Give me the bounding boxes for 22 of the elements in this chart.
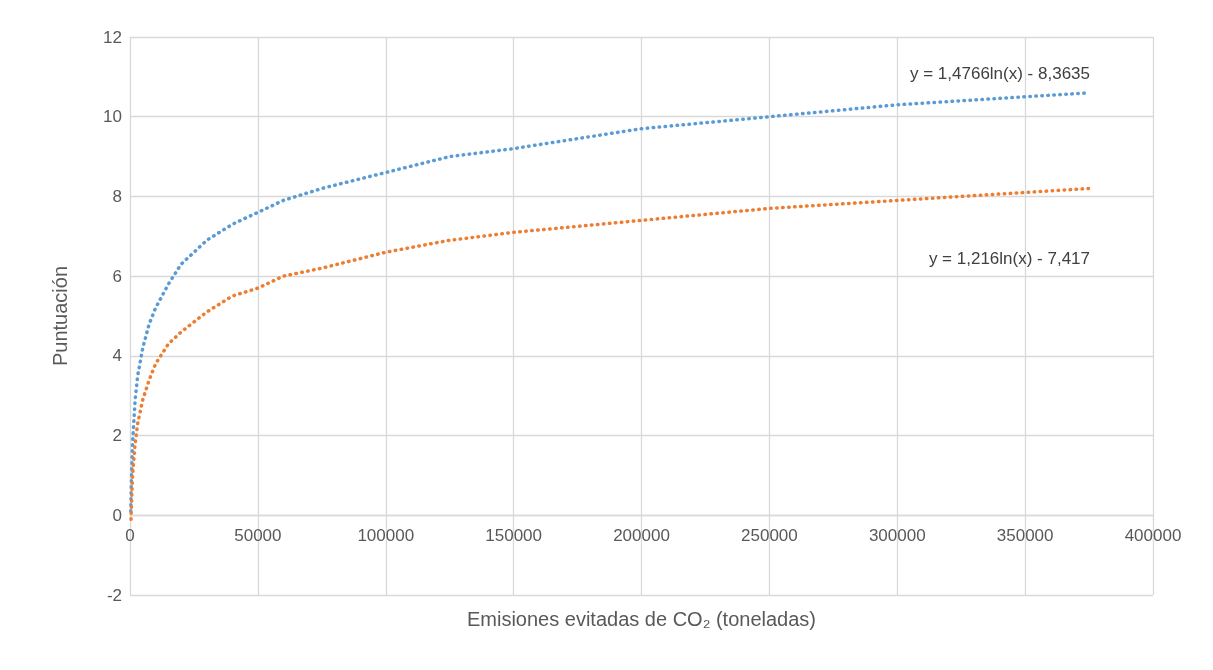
x-tick-label: 0 xyxy=(125,526,135,546)
x-tick-label: 300000 xyxy=(868,526,926,546)
x-axis-title: Emisiones evitadas de CO₂ (toneladas) xyxy=(465,608,817,631)
x-tick-label: 100000 xyxy=(357,526,415,546)
y-axis-title: Puntuación xyxy=(49,265,71,367)
x-tick-label: 350000 xyxy=(996,526,1054,546)
annotation: y = 1,4766ln(x) - 8,3635 xyxy=(909,63,1090,83)
x-tick-label: 250000 xyxy=(741,526,798,546)
annotation: y = 1,216ln(x) - 7,417 xyxy=(928,248,1090,268)
y-tick-label: -2 xyxy=(106,585,122,605)
x-tick-label: 150000 xyxy=(485,526,542,546)
y-tick-label: 0 xyxy=(112,505,122,525)
x-tick-label: 200000 xyxy=(613,526,670,546)
x-tick-label: 400000 xyxy=(1124,526,1182,546)
y-tick-label: 12 xyxy=(103,27,122,47)
x-tick-label: 50000 xyxy=(234,526,282,546)
y-tick-label: 4 xyxy=(112,346,122,366)
y-tick-label: 2 xyxy=(112,426,122,446)
y-tick-label: 8 xyxy=(112,186,122,206)
line-series xyxy=(129,186,1091,522)
y-tick-label: 6 xyxy=(112,266,122,286)
y-tick-label: 10 xyxy=(103,107,122,127)
